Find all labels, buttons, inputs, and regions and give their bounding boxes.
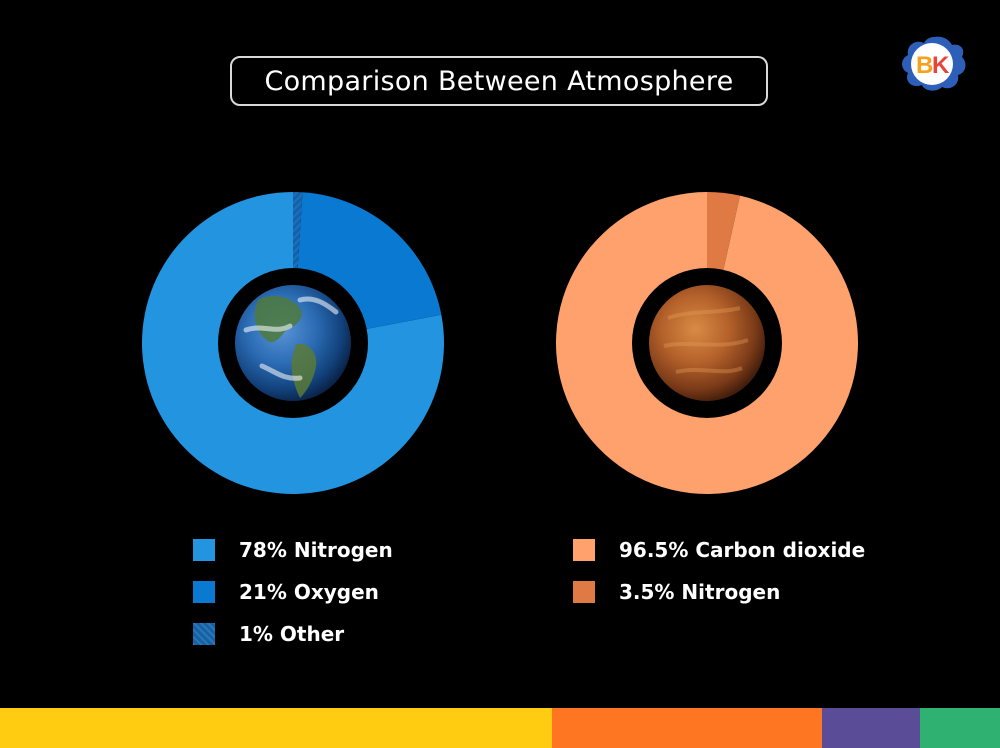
legend-swatch [573,581,595,603]
legend-label: 1% Other [239,622,345,646]
bottom-color-bar [0,708,1000,748]
chart-title: Comparison Between Atmosphere [264,65,734,97]
legend-item-carbon-dioxide: 96.5% Carbon dioxide [573,538,865,562]
bottom-bar-segment [0,708,552,748]
legend-item-oxygen: 21% Oxygen [193,580,379,604]
bottom-bar-segment [920,708,1000,748]
legend-item-nitrogen: 78% Nitrogen [193,538,393,562]
legend-item-other: 1% Other [193,622,344,646]
logo-letter-b: B [916,52,933,79]
logo-letter-k: K [932,52,950,79]
legend-label: 78% Nitrogen [239,538,393,562]
earth-image [218,268,368,418]
legend-label: 96.5% Carbon dioxide [619,538,866,562]
legend-swatch [573,539,595,561]
earth-land-south-america [291,343,317,398]
legend-label: 3.5% Nitrogen [619,580,781,604]
legend-label: 21% Oxygen [239,580,379,604]
legend-swatch [193,623,215,645]
chart-title-box: Comparison Between Atmosphere [230,56,768,106]
bottom-bar-segment [822,708,920,748]
earth-clouds [243,296,339,381]
bk-logo: B K [902,36,966,91]
legend-item-nitrogen: 3.5% Nitrogen [573,580,780,604]
venus-texture [663,306,749,374]
legend-swatch [193,539,215,561]
venus-image [632,268,782,418]
bottom-bar-segment [552,708,822,748]
legend-swatch [193,581,215,603]
